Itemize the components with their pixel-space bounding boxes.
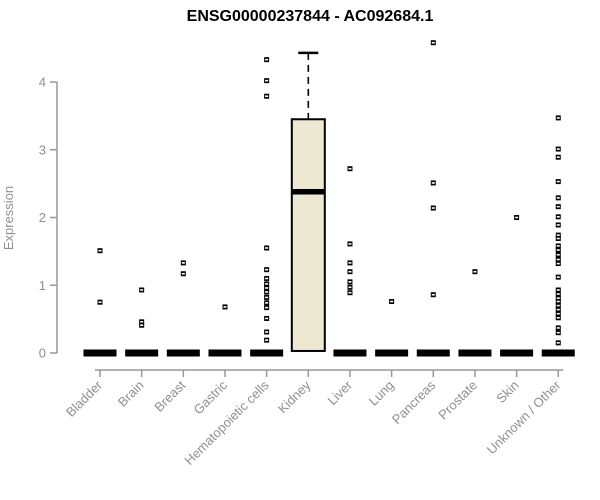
outlier-point-center-liver [348, 281, 352, 283]
outlier-point-center-hematopoietic-cells [265, 339, 269, 341]
outlier-point-center-unknown-other [556, 312, 560, 315]
x-tick-label: Skin [493, 378, 521, 406]
outlier-point-center-unknown-other [556, 342, 560, 344]
outlier-point-center-lung [390, 300, 394, 303]
outlier-point-center-hematopoietic-cells [265, 302, 269, 304]
outlier-point-center-unknown-other [556, 224, 560, 226]
outlier-point-center-unknown-other [556, 205, 560, 208]
outlier-point-center-bladder [98, 249, 102, 252]
y-tick-label: 1 [39, 278, 46, 293]
collapsed-box-bladder [83, 349, 117, 357]
outlier-point-center-liver [348, 270, 352, 273]
outlier-point-center-unknown-other [556, 316, 560, 319]
outlier-point-center-bladder [98, 301, 102, 303]
outlier-point-center-unknown-other [556, 180, 560, 183]
outlier-point-center-hematopoietic-cells [265, 247, 269, 249]
outlier-point-center-hematopoietic-cells [265, 331, 269, 333]
outlier-point-center-hematopoietic-cells [265, 95, 269, 98]
outlier-point-center-unknown-other [556, 249, 560, 251]
outlier-point-center-hematopoietic-cells [265, 58, 269, 61]
collapsed-box-breast [166, 349, 200, 357]
outlier-point-center-hematopoietic-cells [265, 283, 269, 285]
outlier-point-center-pancreas [431, 293, 435, 296]
outlier-point-center-hematopoietic-cells [265, 291, 269, 293]
y-tick-label: 4 [39, 75, 46, 90]
x-tick-label: Gastric [190, 377, 230, 417]
outlier-point-center-unknown-other [556, 262, 560, 265]
x-tick-label: Prostate [435, 378, 480, 423]
x-tick-label: Lung [366, 378, 397, 409]
x-tick-label: Brain [115, 378, 147, 410]
outlier-point-center-hematopoietic-cells [265, 79, 269, 82]
outlier-point-center-brain [140, 324, 144, 327]
outlier-point-center-unknown-other [556, 245, 560, 247]
outlier-point-center-gastric [223, 306, 227, 308]
collapsed-box-liver [333, 349, 367, 357]
outlier-point-center-unknown-other [556, 197, 560, 199]
collapsed-box-brain [125, 349, 159, 357]
outlier-point-center-unknown-other [556, 253, 560, 256]
outlier-point-center-unknown-other [556, 117, 560, 119]
outlier-point-center-unknown-other [556, 276, 560, 278]
outlier-point-center-unknown-other [556, 234, 560, 236]
outlier-point-center-liver [348, 167, 352, 170]
y-axis-label: Expression [1, 186, 16, 250]
outlier-point-center-unknown-other [556, 304, 560, 307]
x-tick-label: Unknown / Other [484, 377, 564, 457]
outlier-point-center-hematopoietic-cells [265, 317, 269, 320]
outlier-point-center-prostate [473, 270, 477, 273]
outlier-point-center-unknown-other [556, 148, 560, 150]
outlier-point-center-pancreas [431, 182, 435, 184]
x-tick-label: Liver [325, 377, 356, 408]
x-tick-label: Breast [151, 377, 188, 414]
outlier-point-center-unknown-other [556, 293, 560, 295]
outlier-point-center-liver [348, 286, 352, 289]
outlier-point-center-breast [181, 262, 185, 264]
outlier-point-center-brain [140, 289, 144, 291]
outlier-point-center-pancreas [431, 207, 435, 209]
collapsed-box-gastric [208, 349, 242, 357]
outlier-point-center-pancreas [431, 41, 435, 44]
y-tick-label: 3 [39, 142, 46, 157]
outlier-point-center-hematopoietic-cells [265, 277, 269, 280]
outlier-point-center-unknown-other [556, 237, 560, 240]
x-tick-label: Kidney [275, 377, 314, 416]
outlier-point-center-unknown-other [556, 297, 560, 299]
outlier-point-center-skin [515, 216, 519, 219]
box-kidney [290, 118, 326, 352]
collapsed-box-lung [375, 349, 409, 357]
outlier-point-center-unknown-other [556, 156, 560, 159]
outlier-point-center-hematopoietic-cells [265, 287, 269, 289]
collapsed-box-skin [500, 349, 534, 357]
y-tick-label: 2 [39, 210, 46, 225]
outlier-point-center-breast [181, 272, 185, 275]
outlier-point-center-liver [348, 291, 352, 294]
collapsed-box-prostate [458, 349, 492, 357]
outlier-point-center-hematopoietic-cells [265, 268, 269, 271]
outlier-point-center-unknown-other [556, 289, 560, 291]
y-tick-label: 0 [39, 346, 46, 361]
collapsed-box-unknown-other [541, 349, 575, 357]
outlier-point-center-unknown-other [556, 327, 560, 329]
outlier-point-center-unknown-other [556, 308, 560, 311]
outlier-point-center-liver [348, 243, 352, 245]
outlier-point-center-brain [140, 321, 144, 323]
chart-title: ENSG00000237844 - AC092684.1 [187, 8, 434, 25]
x-tick-label: Bladder [63, 377, 106, 420]
outlier-point-center-hematopoietic-cells [265, 296, 269, 299]
outlier-point-center-unknown-other [556, 258, 560, 261]
collapsed-box-hematopoietic-cells [250, 349, 284, 357]
x-tick-label: Pancreas [389, 377, 439, 427]
outlier-point-center-hematopoietic-cells [265, 306, 269, 309]
outlier-point-center-unknown-other [556, 300, 560, 303]
outlier-point-center-unknown-other [556, 216, 560, 218]
outlier-point-center-unknown-other [556, 331, 560, 334]
collapsed-box-pancreas [416, 349, 450, 357]
outlier-point-center-liver [348, 262, 352, 264]
